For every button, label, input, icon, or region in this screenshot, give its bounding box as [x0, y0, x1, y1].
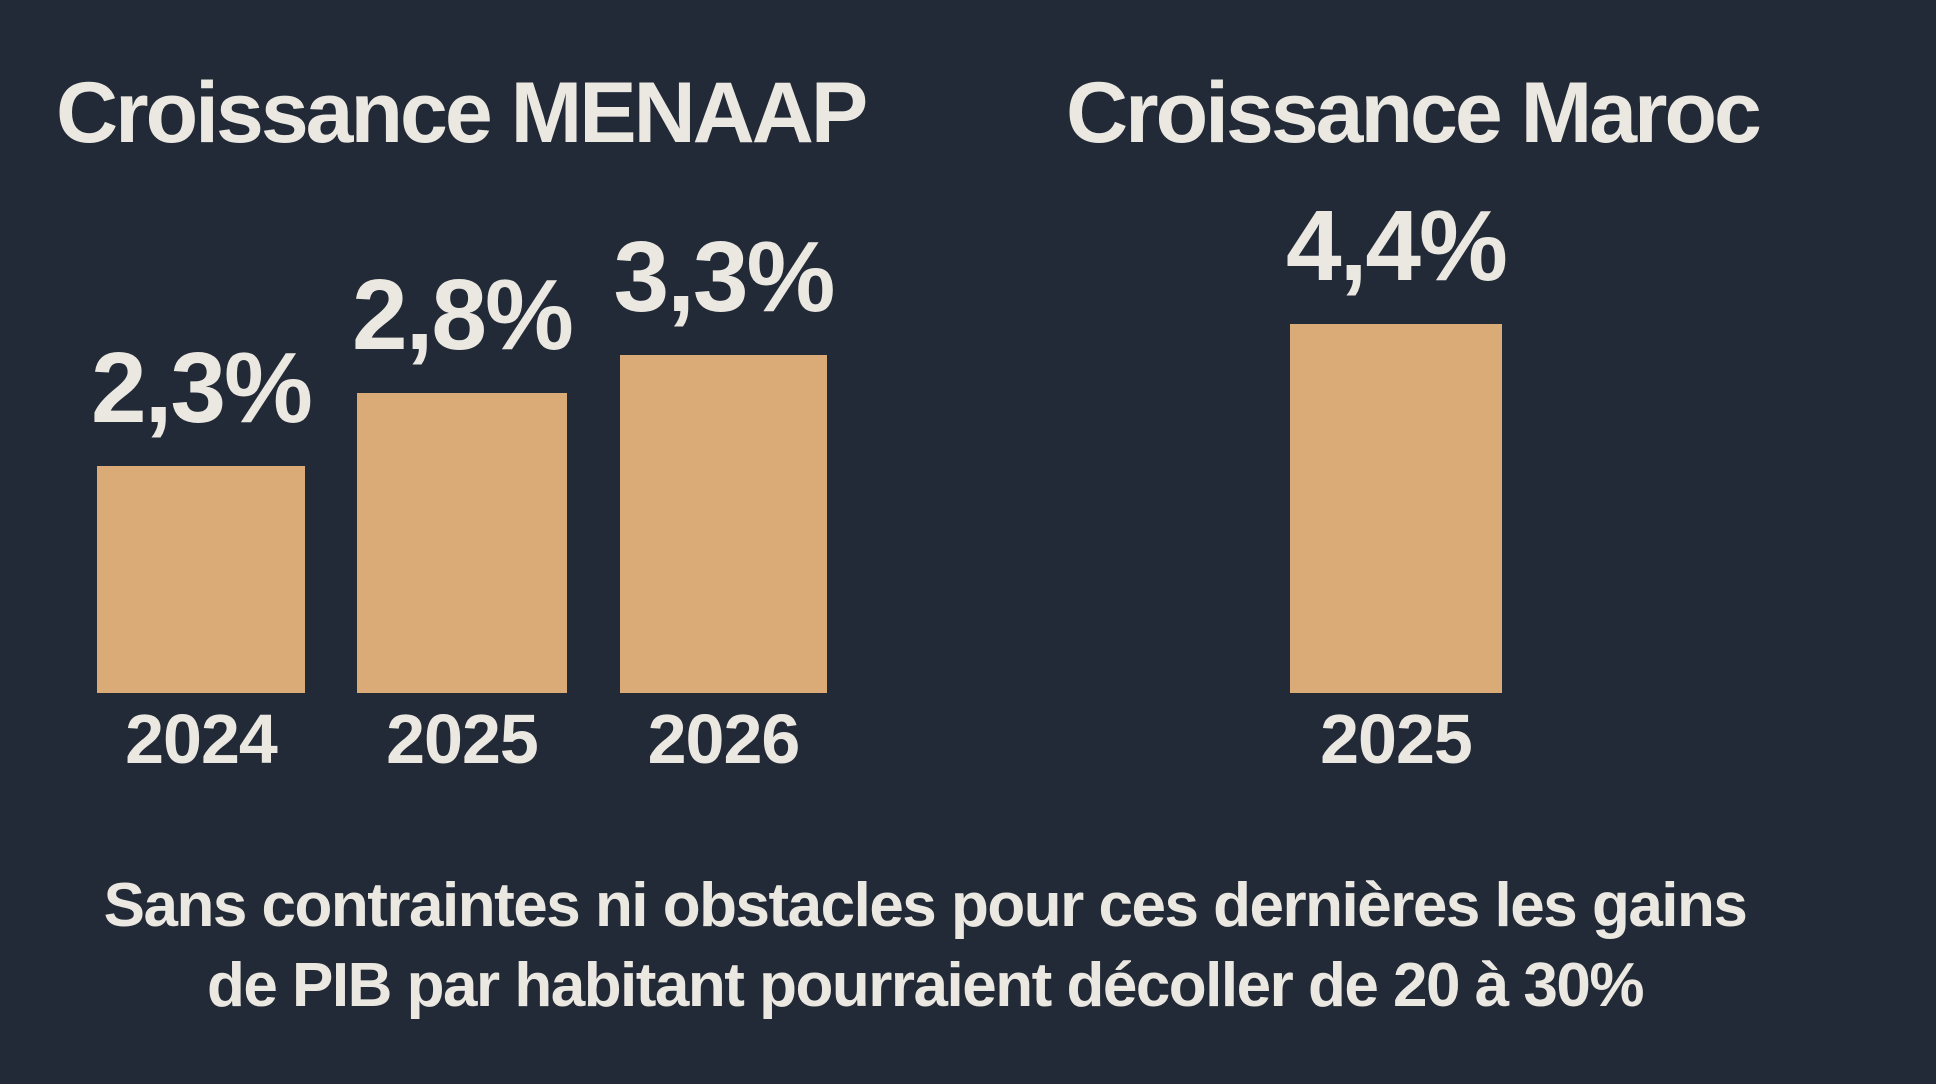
- caption: Sans contraintes ni obstacles pour ces d…: [0, 866, 1850, 1026]
- year-label: 2025: [1320, 700, 1473, 778]
- bar: [1290, 324, 1502, 693]
- bar-value-label: 2,3%: [91, 332, 313, 444]
- caption-line-2: de PIB par habitant pourraient décoller …: [206, 951, 1645, 1020]
- bar-value-label: 4,4%: [1286, 190, 1508, 302]
- year-label: 2024: [125, 700, 278, 778]
- chart-title-menaap: Croissance MENAAP: [56, 65, 868, 161]
- caption-line-1: Sans contraintes ni obstacles pour ces d…: [103, 871, 1748, 940]
- bar: [357, 393, 567, 693]
- year-label: 2026: [647, 700, 801, 778]
- bar-value-label: 2,8%: [352, 259, 574, 371]
- year-label: 2025: [386, 700, 539, 778]
- bar: [97, 466, 305, 693]
- bar-value-label: 3,3%: [613, 221, 836, 333]
- chart-title-maroc: Croissance Maroc: [1066, 65, 1762, 161]
- bar: [620, 355, 827, 693]
